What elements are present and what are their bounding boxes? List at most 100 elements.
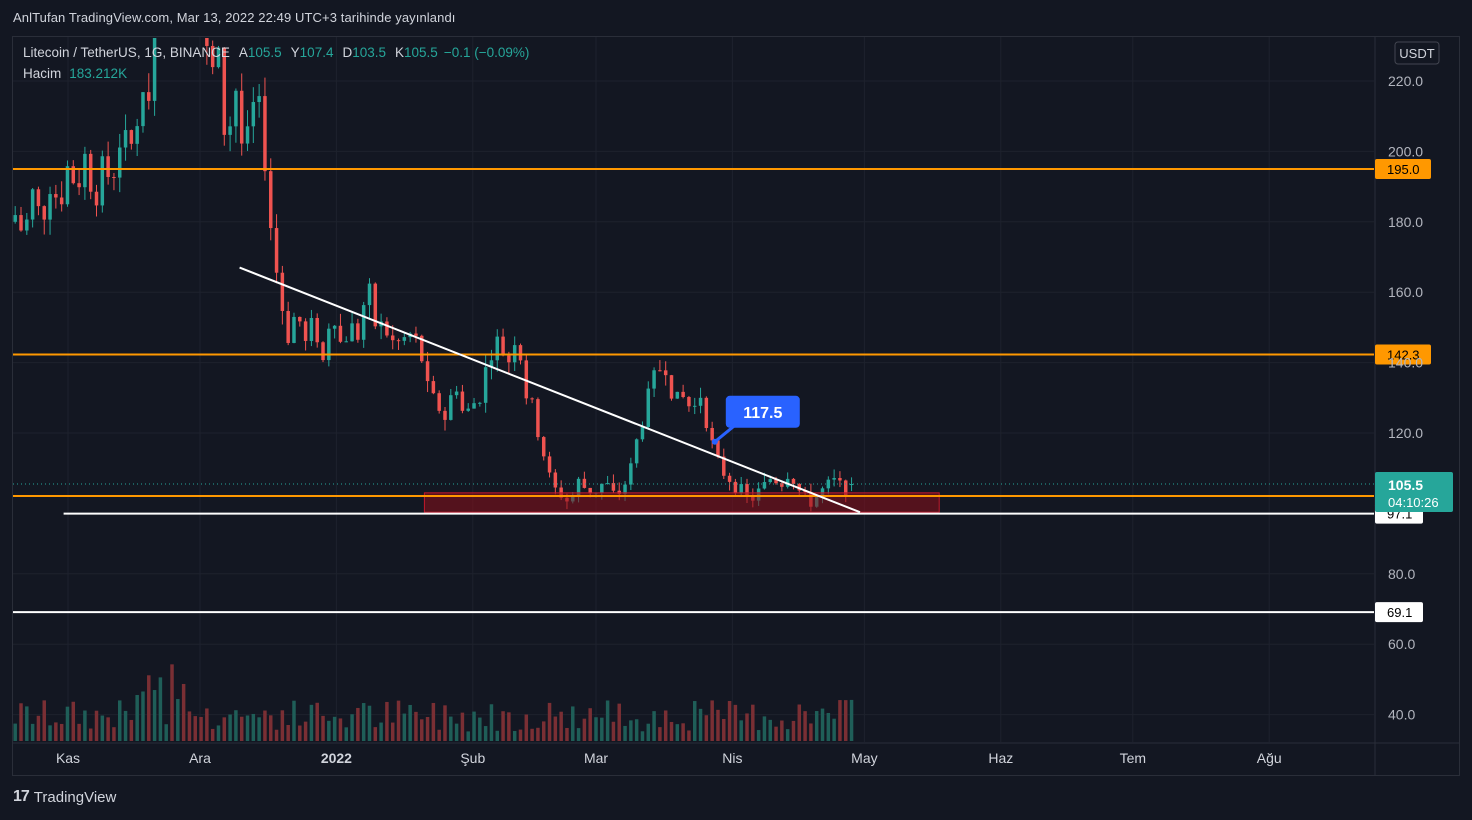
volume-bar bbox=[443, 705, 447, 741]
volume-bar bbox=[147, 675, 151, 741]
candle-body bbox=[600, 483, 604, 493]
volume-bar bbox=[106, 717, 110, 741]
time-tick-label: Nis bbox=[722, 750, 742, 766]
price-tick-label: 140.0 bbox=[1388, 355, 1423, 371]
candle-body bbox=[13, 215, 17, 222]
volume-bar bbox=[257, 717, 261, 741]
candle-body bbox=[222, 47, 227, 135]
time-tick-label: Kas bbox=[56, 750, 80, 766]
volume-bar bbox=[181, 683, 186, 741]
grid-lines bbox=[13, 37, 1374, 742]
volume-bar bbox=[350, 714, 354, 741]
candle-body bbox=[745, 484, 749, 496]
candle-body bbox=[518, 345, 523, 361]
chart-pane[interactable] bbox=[12, 36, 1460, 776]
volume-bar bbox=[559, 711, 563, 741]
candle-body bbox=[727, 475, 732, 482]
publish-header: AnlTufan TradingView.com, Mar 13, 2022 2… bbox=[13, 10, 456, 25]
volume-bar bbox=[739, 720, 743, 741]
volume-bar bbox=[675, 724, 680, 741]
time-tick-label: Mar bbox=[584, 750, 608, 766]
candle-body bbox=[245, 126, 250, 144]
candle-body bbox=[94, 191, 99, 206]
volume-bar bbox=[582, 718, 587, 741]
candle-body bbox=[681, 391, 685, 398]
candle-body bbox=[298, 316, 302, 322]
candle-body bbox=[210, 45, 215, 68]
volume-bar bbox=[588, 708, 592, 741]
candle-body bbox=[669, 375, 674, 399]
candle-body bbox=[443, 410, 447, 420]
candle-body bbox=[611, 483, 616, 491]
volume-bar bbox=[309, 704, 314, 741]
volume-bar bbox=[663, 710, 668, 741]
volume-bar bbox=[321, 715, 325, 741]
candle-body bbox=[420, 335, 424, 362]
time-tick-label: Tem bbox=[1120, 750, 1146, 766]
volume-bar bbox=[199, 716, 203, 741]
volume-bar bbox=[152, 690, 157, 741]
candle-body bbox=[152, 38, 157, 101]
candle-body bbox=[495, 336, 500, 361]
candle-body bbox=[849, 484, 854, 486]
candle-body bbox=[234, 90, 238, 127]
candle-body bbox=[19, 215, 23, 231]
candle-body bbox=[83, 153, 87, 188]
candle-body bbox=[147, 92, 151, 101]
volume-bar bbox=[88, 728, 93, 741]
candle-body bbox=[390, 335, 395, 341]
volume-bar bbox=[245, 715, 250, 741]
candle-body bbox=[123, 130, 128, 148]
volume-bar bbox=[390, 722, 395, 741]
level-price-tag bbox=[1375, 159, 1431, 179]
level-price-label: 142.3 bbox=[1387, 348, 1420, 363]
volume-bar bbox=[77, 723, 81, 741]
volume-bar bbox=[669, 721, 674, 741]
volume-bar bbox=[228, 714, 232, 741]
volume-bar bbox=[530, 728, 534, 741]
volume-bar bbox=[774, 726, 778, 741]
volume-bar bbox=[135, 695, 139, 741]
candle-body bbox=[640, 427, 645, 440]
volume-bar bbox=[193, 716, 197, 741]
volume-bar bbox=[797, 704, 802, 741]
tradingview-logo-icon: 17 bbox=[13, 788, 30, 805]
level-price-tag bbox=[1375, 344, 1431, 365]
countdown-label: 04:10:26 bbox=[1388, 495, 1439, 510]
candle-body bbox=[239, 90, 244, 144]
price-tick-label: 120.0 bbox=[1388, 425, 1423, 441]
candle-body bbox=[141, 92, 145, 127]
candle-body bbox=[396, 340, 401, 342]
volume-bar bbox=[692, 701, 697, 741]
volume-bar bbox=[286, 724, 290, 741]
volume-bar bbox=[646, 723, 651, 741]
volume-bar bbox=[303, 721, 308, 741]
candle-body bbox=[361, 305, 366, 340]
price-tick-label: 200.0 bbox=[1388, 143, 1423, 159]
candle-body bbox=[652, 370, 656, 389]
volume-bar bbox=[449, 716, 453, 741]
candle-body bbox=[547, 456, 552, 473]
volume-bar bbox=[269, 715, 273, 741]
volume-bar bbox=[176, 699, 180, 741]
candle-body bbox=[269, 171, 273, 229]
volume-bar bbox=[756, 730, 761, 741]
volume-bar bbox=[263, 710, 267, 741]
candle-body bbox=[65, 166, 70, 205]
candle-body bbox=[437, 393, 441, 411]
volume-bar bbox=[524, 714, 529, 741]
volume-bar bbox=[19, 703, 23, 741]
candle-body bbox=[292, 316, 296, 343]
volume-bar bbox=[54, 722, 58, 741]
candle-body bbox=[42, 206, 46, 220]
volume-bar bbox=[571, 706, 575, 741]
volume-bar bbox=[332, 716, 337, 741]
candle-body bbox=[826, 479, 831, 489]
volume-bar bbox=[768, 719, 772, 741]
volume-bar bbox=[634, 719, 639, 741]
volume-bar bbox=[716, 709, 720, 741]
volume-bar bbox=[478, 717, 482, 741]
candle-body bbox=[303, 321, 308, 341]
volume-bar bbox=[809, 723, 813, 741]
